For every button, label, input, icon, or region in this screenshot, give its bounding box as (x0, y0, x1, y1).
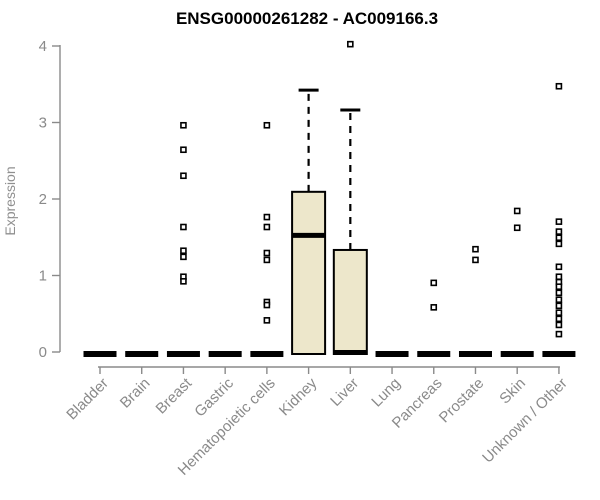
zero-box-prostate (458, 351, 492, 357)
outlier-point-unknown-other (555, 82, 563, 90)
outlier-point-skin (513, 207, 521, 215)
outlier-point-hematopoietic-cells (263, 317, 271, 324)
x-tick-label-kidney: Kidney (276, 374, 321, 419)
outlier-point-breast (180, 247, 187, 255)
x-tick-label-liver: Liver (327, 375, 362, 410)
outlier-point-unknown-other (555, 296, 563, 303)
outlier-point-unknown-other (555, 289, 563, 297)
outlier-point-unknown-other (555, 330, 563, 338)
outlier-point-hematopoietic-cells (263, 223, 271, 231)
zero-box-brain (125, 351, 159, 357)
outlier-point-prostate (472, 256, 479, 264)
zero-box-gastric (208, 351, 242, 357)
outlier-point-unknown-other (555, 283, 563, 290)
outlier-point-pancreas (430, 279, 438, 287)
outlier-point-breast (180, 172, 187, 180)
y-tick-label: 2 (39, 191, 47, 208)
zero-box-pancreas (417, 351, 451, 357)
x-tick-label-prostate: Prostate (436, 375, 488, 427)
outlier-point-unknown-other (555, 309, 563, 316)
zero-box-unknown-other (542, 351, 576, 357)
y-axis-title: Expression (2, 166, 18, 235)
outlier-point-hematopoietic-cells (263, 213, 271, 221)
y-tick-label: 1 (39, 268, 47, 285)
outlier-point-hematopoietic-cells (263, 256, 271, 264)
outlier-point-hematopoietic-cells (263, 249, 271, 257)
outlier-point-unknown-other (555, 218, 563, 225)
box-liver (332, 248, 368, 356)
x-tick-label-lung: Lung (368, 375, 404, 411)
outlier-point-unknown-other (555, 315, 563, 323)
outlier-point-hematopoietic-cells (263, 121, 271, 129)
zero-box-hematopoietic-cells (250, 351, 284, 357)
outlier-point-breast (180, 121, 187, 129)
box-kidney (291, 190, 327, 355)
y-tick-label: 0 (39, 344, 47, 361)
zero-box-breast (166, 351, 200, 357)
zero-box-skin (500, 351, 534, 357)
x-tick-label-skin: Skin (496, 375, 529, 408)
outlier-point-skin (513, 224, 521, 232)
outlier-point-breast (180, 278, 187, 285)
outlier-point-prostate (472, 245, 479, 253)
outlier-point-hematopoietic-cells (263, 301, 271, 309)
outlier-point-unknown-other (555, 263, 563, 271)
outlier-point-liver (347, 40, 354, 48)
x-tick-label-brain: Brain (117, 375, 154, 412)
x-tick-label-breast: Breast (153, 374, 196, 417)
outlier-point-unknown-other (555, 234, 563, 242)
outlier-point-breast (180, 253, 187, 261)
outlier-point-unknown-other (555, 228, 563, 235)
y-tick-label: 4 (39, 38, 47, 55)
outlier-point-unknown-other (555, 321, 563, 329)
outlier-point-unknown-other (555, 273, 563, 281)
y-tick-label: 3 (39, 115, 47, 132)
x-tick-label-bladder: Bladder (63, 375, 112, 424)
outlier-point-breast (180, 146, 187, 154)
outlier-point-unknown-other (555, 302, 563, 310)
outlier-point-unknown-other (555, 240, 563, 248)
zero-box-lung (375, 351, 409, 357)
chart-title: ENSG00000261282 - AC009166.3 (176, 9, 438, 28)
zero-box-bladder (83, 351, 117, 357)
outlier-point-pancreas (430, 304, 438, 311)
outlier-point-breast (180, 223, 187, 231)
